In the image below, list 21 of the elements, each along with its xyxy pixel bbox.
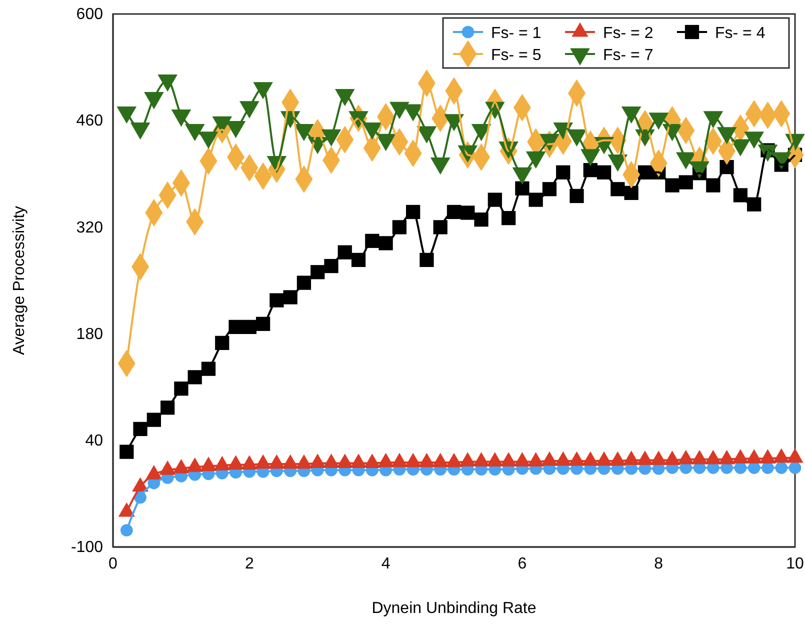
y-tick-label: 460 bbox=[76, 112, 104, 130]
x-tick-label: 2 bbox=[244, 555, 254, 572]
y-axis-title: Average Processivity bbox=[11, 206, 28, 356]
x-tick-label: 8 bbox=[654, 555, 664, 572]
y-tick-label: 320 bbox=[76, 219, 104, 236]
legend-label: Fs- = 4 bbox=[715, 25, 766, 42]
y-tick-label: 40 bbox=[85, 432, 104, 450]
x-axis-title: Dynein Unbinding Rate bbox=[372, 600, 536, 617]
legend-label: Fs- = 5 bbox=[491, 47, 542, 64]
y-tick-label: 600 bbox=[76, 6, 104, 24]
x-tick-label: 4 bbox=[381, 555, 390, 572]
x-tick-label: 10 bbox=[786, 555, 804, 572]
legend-label: Fs- = 2 bbox=[603, 25, 654, 42]
y-tick-label: 180 bbox=[76, 326, 104, 343]
point bbox=[120, 444, 134, 459]
point bbox=[120, 524, 133, 536]
legend-label: Fs- = 1 bbox=[491, 25, 542, 42]
x-tick-label: 6 bbox=[518, 555, 527, 572]
x-tick-label: 0 bbox=[108, 555, 118, 572]
y-tick-label: -100 bbox=[70, 539, 104, 556]
legend-label: Fs- = 7 bbox=[603, 47, 654, 64]
